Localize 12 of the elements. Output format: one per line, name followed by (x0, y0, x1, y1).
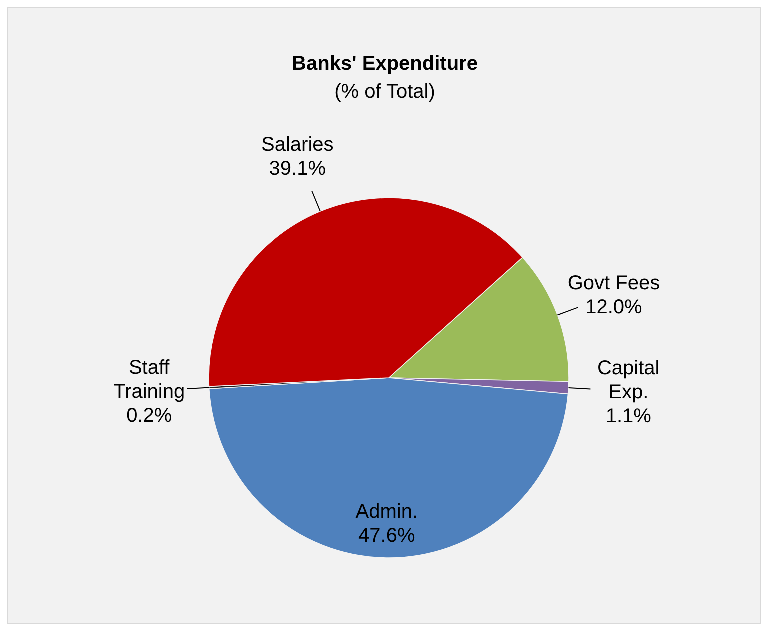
slice-label: Salaries (261, 134, 334, 156)
data-label: 1.1% (606, 405, 652, 428)
slice-label: Admin. (356, 500, 418, 523)
data-label: 39.1% (269, 158, 326, 180)
data-label: 0.2% (126, 405, 172, 428)
data-label: 12.0% (586, 296, 643, 318)
chart-subtitle: (% of Total) (334, 81, 436, 103)
data-label: 47.6% (358, 524, 416, 547)
slice-label: Capital Exp. (598, 357, 660, 404)
slice-label: Govt Fees (568, 272, 660, 294)
slice-label: Staff Training (114, 357, 186, 404)
chart-title: Banks' Expenditure (292, 53, 478, 75)
